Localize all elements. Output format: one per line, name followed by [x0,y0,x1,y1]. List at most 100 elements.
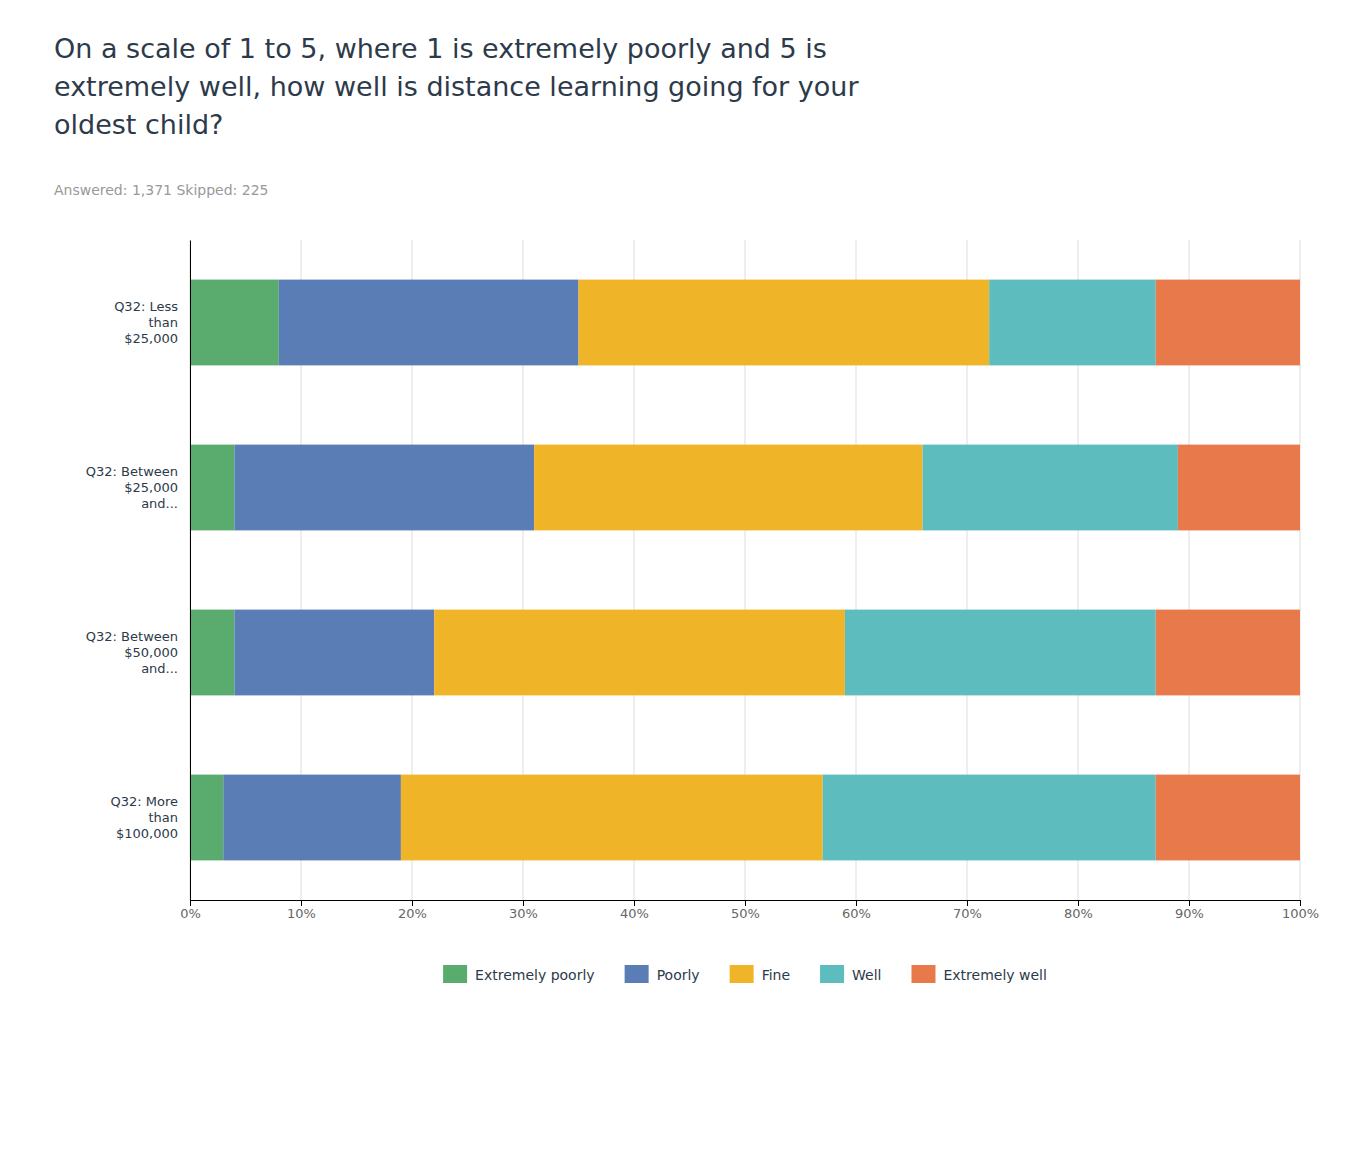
bar [234,445,534,531]
x-tick: 40% [620,900,649,921]
legend-label: Poorly [657,967,700,983]
x-tick: 0% [180,900,201,921]
x-tick-label: 30% [509,906,538,921]
y-tick-label: Q32: Between$25,000and... [86,464,178,511]
legend-swatch [730,965,754,983]
series-group [823,280,1178,861]
legend-item: Well [820,965,881,983]
series-group [401,280,989,861]
legend-label: Extremely poorly [475,967,595,983]
x-tick-mark [412,900,413,906]
bar [234,610,434,696]
x-tick-mark [1078,900,1079,906]
title-line: extremely well, how well is distance lea… [54,71,859,102]
series-group [190,280,279,861]
series-group [223,280,578,861]
y-tick-label-line: $25,000 [124,331,178,346]
grid [190,240,1300,900]
x-tick-mark [634,900,635,906]
legend-label: Extremely well [943,967,1046,983]
bar [923,445,1178,531]
bar [279,280,579,366]
y-tick-label-line: than [148,810,178,825]
bar [823,775,1156,861]
legend-swatch [911,965,935,983]
y-tick-label: Q32: Morethan$100,000 [110,794,178,841]
x-tick: 80% [1064,900,1093,921]
grid-line [190,240,191,900]
bar [845,610,1156,696]
bar [989,280,1155,366]
x-tick-label: 90% [1175,906,1204,921]
x-tick-mark [967,900,968,906]
series-group [1156,280,1300,861]
bar [434,610,845,696]
bar [401,775,823,861]
title: On a scale of 1 to 5, where 1 is extreme… [54,33,859,140]
y-tick-label-line: than [148,315,178,330]
legend-label: Fine [762,967,790,983]
y-tick-label-line: Q32: More [110,794,178,809]
x-tick-mark [301,900,302,906]
y-tick-label-line: Q32: Between [86,464,178,479]
y-tick: Q32: Lessthan$25,000 [114,299,178,346]
legend-item: Fine [730,965,790,983]
x-tick-label: 40% [620,906,649,921]
x-tick: 30% [509,900,538,921]
y-tick-label-line: and... [141,496,178,511]
y-tick-label-line: Q32: Between [86,629,178,644]
x-tick-label: 0% [180,906,201,921]
y-tick: Q32: Morethan$100,000 [110,794,178,841]
bar [534,445,923,531]
y-tick-label-line: Q32: Less [114,299,178,314]
x-axis: 0% 10% 20% 30% 40% 50% 60% 70% 80% 90% 100% [180,900,1319,921]
x-tick-mark [190,900,191,906]
title-line: On a scale of 1 to 5, where 1 is extreme… [54,33,827,64]
x-tick-label: 70% [953,906,982,921]
bar [190,610,234,696]
subtitle: Answered: 1,371 Skipped: 225 [54,182,269,198]
legend-swatch [625,965,649,983]
x-tick: 60% [842,900,871,921]
title-line: oldest child? [54,109,223,140]
legend-swatch [820,965,844,983]
x-tick: 10% [287,900,316,921]
bar [223,775,401,861]
bar [1156,280,1300,366]
bar [190,775,223,861]
x-tick-label: 80% [1064,906,1093,921]
x-tick-label: 50% [731,906,760,921]
x-tick-label: 10% [287,906,316,921]
x-tick: 90% [1175,900,1204,921]
bar [1178,445,1300,531]
x-tick-mark [523,900,524,906]
y-tick-label: Q32: Between$50,000and... [86,629,178,676]
y-tick: Q32: Between$50,000and... [86,629,178,676]
x-tick-mark [1300,900,1301,906]
x-tick: 70% [953,900,982,921]
y-axis: Q32: Lessthan$25,000Q32: Between$25,000a… [86,241,191,901]
x-tick-label: 60% [842,906,871,921]
y-axis-line [190,241,191,901]
x-tick: 50% [731,900,760,921]
y-tick-label-line: $50,000 [124,645,178,660]
legend-item: Poorly [625,965,700,983]
y-tick: Q32: Between$25,000and... [86,464,178,511]
x-tick-label: 100% [1282,906,1319,921]
x-axis-line [191,901,1301,907]
x-tick-mark [1189,900,1190,906]
bar [190,280,279,366]
legend-item: Extremely well [911,965,1046,983]
bar [579,280,990,366]
x-tick: 100% [1282,900,1319,921]
bar [1156,775,1300,861]
y-tick-label-line: and... [141,661,178,676]
legend-label: Well [852,967,881,983]
y-tick-label-line: $25,000 [124,480,178,495]
y-tick-label: Q32: Lessthan$25,000 [114,299,178,346]
x-tick: 20% [398,900,427,921]
bar [190,445,234,531]
bars [190,280,1300,861]
y-tick-label-line: $100,000 [116,826,178,841]
legend-item: Extremely poorly [443,965,595,983]
